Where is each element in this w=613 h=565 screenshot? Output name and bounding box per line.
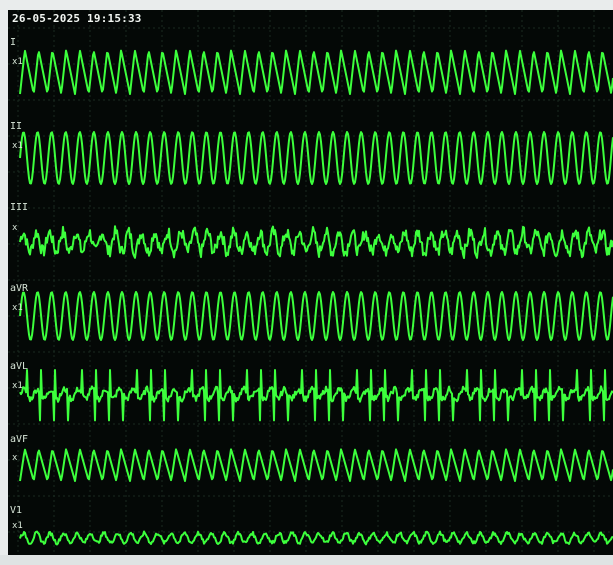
timestamp: 26-05-2025 19:15:33 xyxy=(12,12,142,25)
ecg-trace-avl xyxy=(19,369,613,422)
ecg-trace-avf xyxy=(19,448,613,482)
gain-label-avf: x xyxy=(12,453,18,463)
gain-label-ii: x1 xyxy=(12,141,23,151)
ecg-monitor-screen: 26-05-2025 19:15:33 I x1 II x1 III x aVR… xyxy=(8,10,613,555)
gain-label-i: x1 xyxy=(12,57,23,67)
lead-label-v1: V1 xyxy=(10,505,23,516)
lead-label-avl: aVL xyxy=(10,361,29,372)
ecg-waveforms xyxy=(19,49,613,546)
gain-label-iii: x xyxy=(12,223,18,233)
gain-label-v1: x1 xyxy=(12,521,23,531)
ecg-grid xyxy=(8,10,613,555)
ecg-trace-i xyxy=(19,49,613,95)
gain-label-avl: x1 xyxy=(12,381,23,391)
ecg-trace-iii xyxy=(19,225,613,259)
lead-label-avf: aVF xyxy=(10,434,29,445)
lead-label-iii: III xyxy=(10,202,29,213)
ecg-trace-v1 xyxy=(19,530,613,546)
ecg-trace-ii xyxy=(19,131,613,185)
lead-label-avr: aVR xyxy=(10,283,29,294)
gain-label-avr: x1 xyxy=(12,303,23,313)
lead-label-i: I xyxy=(10,37,17,48)
ecg-trace-avr xyxy=(19,291,613,341)
monitor-bezel xyxy=(0,555,613,565)
lead-label-ii: II xyxy=(10,121,23,132)
